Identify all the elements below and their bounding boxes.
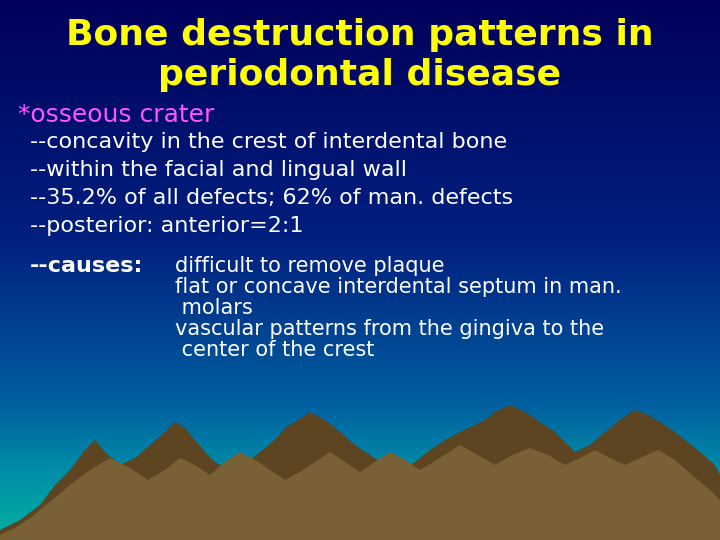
- Text: *osseous crater: *osseous crater: [18, 103, 215, 127]
- Polygon shape: [520, 495, 720, 540]
- Polygon shape: [0, 445, 720, 540]
- Text: --posterior: anterior=2:1: --posterior: anterior=2:1: [30, 216, 304, 236]
- Text: --concavity in the crest of interdental bone: --concavity in the crest of interdental …: [30, 132, 507, 152]
- Text: --causes:: --causes:: [30, 256, 143, 276]
- Polygon shape: [0, 405, 720, 540]
- Text: flat or concave interdental septum in man.: flat or concave interdental septum in ma…: [175, 277, 621, 297]
- Text: molars: molars: [175, 298, 253, 318]
- Text: center of the crest: center of the crest: [175, 340, 374, 360]
- Text: periodontal disease: periodontal disease: [158, 58, 562, 92]
- Text: Bone destruction patterns in: Bone destruction patterns in: [66, 18, 654, 52]
- Text: --within the facial and lingual wall: --within the facial and lingual wall: [30, 160, 407, 180]
- Text: difficult to remove plaque: difficult to remove plaque: [175, 256, 444, 276]
- Text: --35.2% of all defects; 62% of man. defects: --35.2% of all defects; 62% of man. defe…: [30, 188, 513, 208]
- Text: vascular patterns from the gingiva to the: vascular patterns from the gingiva to th…: [175, 319, 604, 339]
